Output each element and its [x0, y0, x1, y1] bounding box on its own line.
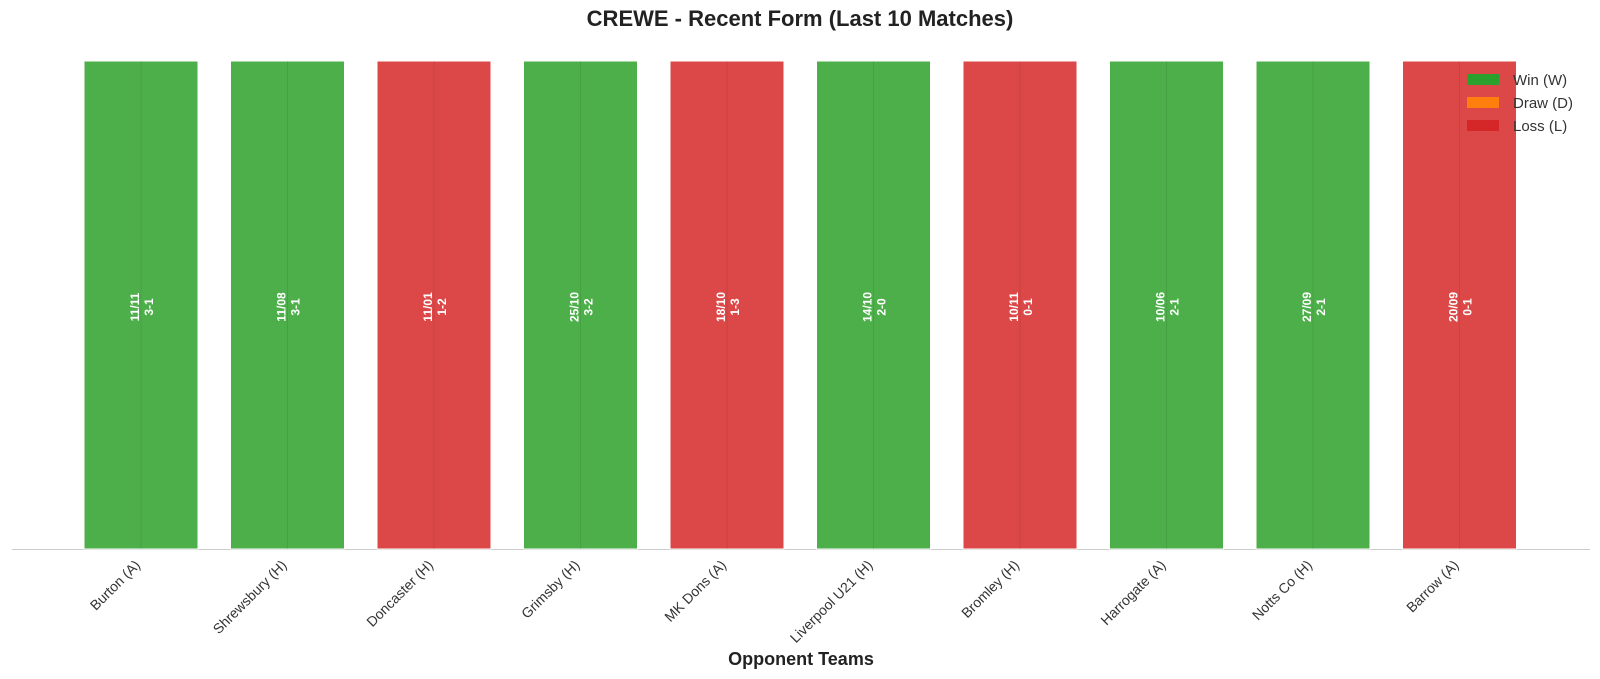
bar-label-9: 20/090-1: [1447, 292, 1475, 322]
chart-title: CREWE - Recent Form (Last 10 Matches): [586, 6, 1014, 31]
bar-label-4: 18/101-3: [714, 292, 742, 322]
legend-swatch-w: [1467, 74, 1499, 85]
legend-label-l: Loss (L): [1513, 118, 1567, 135]
bar-0[interactable]: [83, 60, 199, 550]
bar-8[interactable]: [1255, 60, 1371, 550]
bar-label-8: 27/092-1: [1300, 292, 1328, 322]
bar-7[interactable]: [1109, 60, 1224, 550]
bar-label-3: 25/103-2: [568, 292, 596, 322]
bar-date-3: 25/10: [568, 292, 582, 322]
bar-date-8: 27/09: [1300, 292, 1314, 322]
bar-score-4: 1-3: [728, 298, 742, 316]
bar-label-6: 10/110-1: [1007, 292, 1035, 322]
bar-label-1: 11/083-1: [275, 292, 303, 322]
bar-label-2: 11/011-2: [421, 292, 449, 322]
bar-9[interactable]: [1402, 60, 1517, 550]
bar-score-5: 2-0: [875, 298, 889, 316]
bar-date-5: 14/10: [861, 292, 875, 322]
x-tick-label-1: Shrewsbury (H): [210, 557, 290, 637]
bar-date-7: 10/06: [1154, 292, 1168, 322]
x-axis-label: Opponent Teams: [728, 649, 874, 669]
x-tick-label-8: Notts Co (H): [1249, 557, 1315, 623]
bar-score-7: 2-1: [1168, 298, 1182, 316]
x-tick-label-2: Doncaster (H): [363, 557, 436, 630]
bar-5[interactable]: [816, 60, 931, 550]
bar-date-1: 11/08: [275, 292, 289, 322]
bar-score-3: 3-2: [582, 298, 596, 316]
bar-date-4: 18/10: [714, 292, 728, 322]
legend-label-d: Draw (D): [1513, 95, 1573, 112]
bar-date-0: 11/11: [128, 292, 142, 321]
x-tick-label-3: Grimsby (H): [518, 557, 583, 622]
bar-date-6: 10/11: [1007, 292, 1021, 322]
x-tick-label-0: Burton (A): [87, 557, 143, 613]
bar-label-0: 11/113-1: [128, 292, 156, 321]
legend-label-w: Win (W): [1513, 72, 1567, 89]
x-tick-label-5: Liverpool U21 (H): [787, 557, 876, 646]
bar-6[interactable]: [962, 60, 1078, 550]
bar-date-2: 11/01: [421, 292, 435, 322]
bar-score-2: 1-2: [435, 298, 449, 316]
bar-2[interactable]: [376, 60, 492, 550]
bar-4[interactable]: [669, 60, 785, 550]
bar-score-8: 2-1: [1314, 298, 1328, 316]
x-tick-label-9: Barrow (A): [1403, 557, 1462, 616]
x-tick-label-4: MK Dons (A): [661, 557, 729, 625]
bar-label-5: 14/102-0: [861, 292, 889, 322]
bar-date-9: 20/09: [1447, 292, 1461, 322]
legend-swatch-l: [1467, 120, 1499, 131]
bar-score-1: 3-1: [289, 298, 303, 316]
bar-score-6: 0-1: [1021, 298, 1035, 316]
bar-label-7: 10/062-1: [1154, 292, 1182, 322]
legend-swatch-d: [1467, 97, 1499, 108]
bar-1[interactable]: [230, 60, 345, 550]
bar-score-9: 0-1: [1461, 298, 1475, 316]
bar-score-0: 3-1: [142, 298, 156, 316]
bar-3[interactable]: [523, 60, 638, 550]
x-tick-label-7: Harrogate (A): [1097, 557, 1168, 628]
x-tick-label-6: Bromley (H): [958, 557, 1022, 621]
